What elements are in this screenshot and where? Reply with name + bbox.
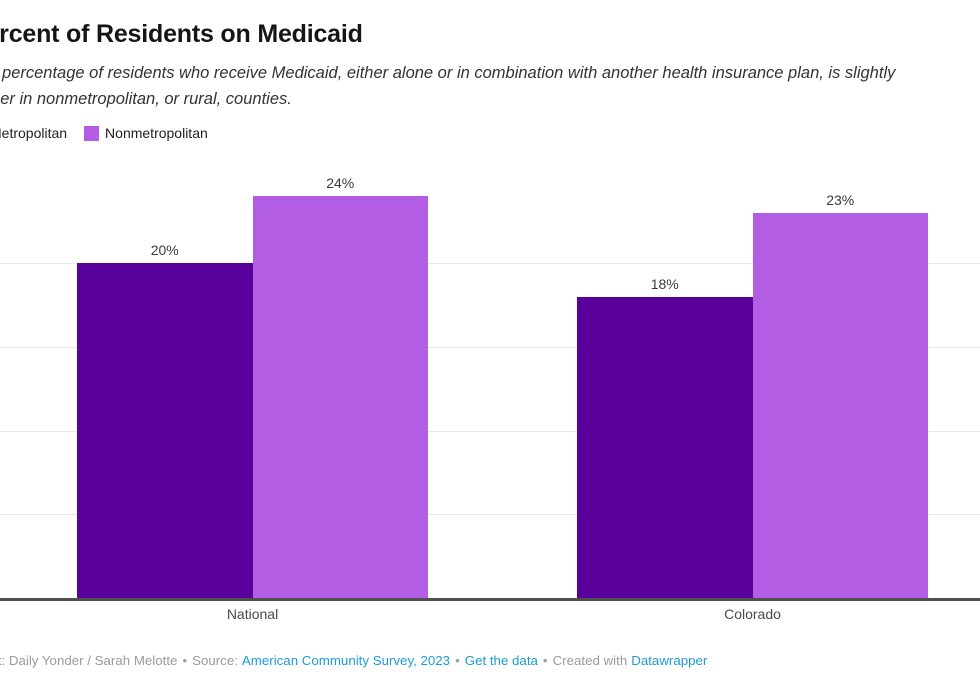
footer-source-label: Source: — [192, 653, 238, 668]
chart-subtitle-line-2: higher in nonmetropolitan, or rural, cou… — [0, 90, 292, 108]
bar-value-label: 20% — [150, 242, 179, 259]
bar-value-label: 18% — [650, 275, 679, 292]
footer-separator: • — [182, 653, 188, 668]
gridline-20% — [0, 263, 980, 265]
bar-value-label: 23% — [826, 192, 855, 209]
chart-subtitle-line-1: The percentage of residents who receive … — [0, 64, 896, 82]
gridline-5% — [0, 514, 980, 516]
legend: Metropolitan Nonmetropolitan — [0, 125, 208, 141]
legend-label: Nonmetropolitan — [105, 125, 208, 141]
legend-item-metropolitan: Metropolitan — [0, 125, 67, 141]
bar-metropolitan-colorado[interactable] — [577, 296, 753, 598]
bar-metropolitan-national[interactable] — [77, 263, 253, 598]
footer-separator: • — [542, 653, 548, 668]
datawrapper-link[interactable]: Datawrapper — [631, 653, 708, 668]
footer-credit: Chart: Daily Yonder / Sarah Melotte — [0, 653, 178, 668]
bar-nonmetropolitan-colorado[interactable] — [752, 213, 928, 598]
legend-swatch-nonmetropolitan-icon — [84, 125, 100, 141]
legend-item-nonmetropolitan: Nonmetropolitan — [84, 125, 208, 141]
footer-created-with-label: Created with — [552, 653, 628, 668]
x-axis-label-colorado: Colorado — [724, 606, 781, 622]
source-link[interactable]: American Community Survey, 2023 — [241, 653, 451, 668]
bar-value-label: 24% — [326, 175, 355, 192]
legend-label: Metropolitan — [0, 125, 68, 141]
footer-byline: Chart: Daily Yonder / Sarah Melotte • Sour… — [0, 653, 707, 668]
footer-separator: • — [455, 653, 460, 668]
bar-nonmetropolitan-national[interactable] — [252, 196, 428, 598]
x-axis-line — [0, 598, 980, 601]
x-axis-label-national: National — [226, 606, 279, 622]
get-the-data-link[interactable]: Get the data — [464, 653, 538, 668]
gridline-15% — [0, 347, 980, 349]
chart-title: Percent of Residents on Medicaid — [0, 20, 363, 48]
gridline-10% — [0, 430, 980, 432]
